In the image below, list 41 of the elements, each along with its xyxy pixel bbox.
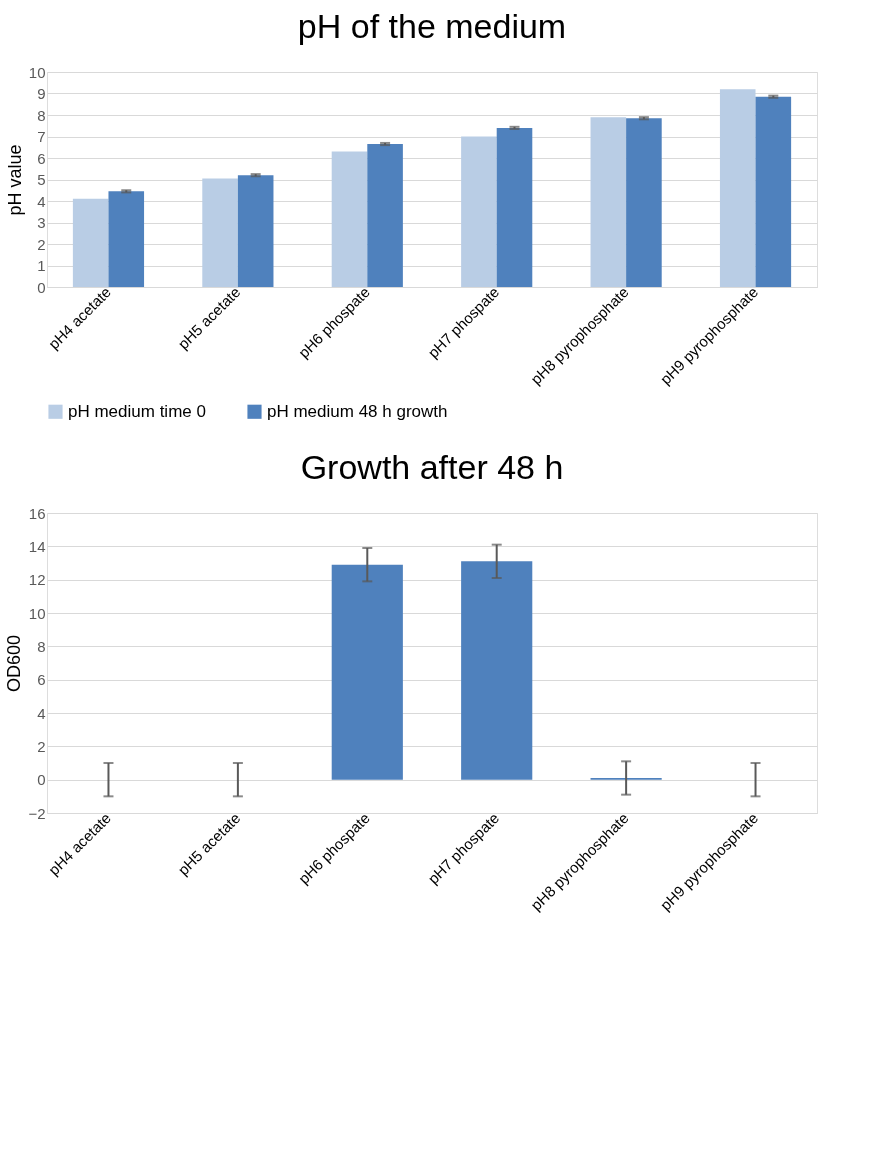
- bar: [755, 96, 792, 287]
- legend-label: pH medium 48 h growth: [267, 401, 448, 421]
- y-tick-label: 8: [37, 106, 46, 124]
- y-tick-label: 12: [28, 571, 46, 589]
- bar: [331, 151, 368, 287]
- y-tick-label: 9: [37, 85, 46, 102]
- legend-label: pH medium time 0: [68, 401, 206, 421]
- chart-title: pH of the medium: [297, 7, 567, 45]
- bar: [719, 89, 756, 287]
- bar: [367, 144, 403, 287]
- y-tick-label: 3: [37, 214, 46, 231]
- y-tick-label: 0: [37, 278, 46, 296]
- bar: [202, 178, 238, 287]
- y-tick-label: 10: [28, 63, 46, 81]
- bar: [461, 561, 533, 780]
- bar: [72, 198, 109, 287]
- y-tick-label: 1: [37, 257, 46, 274]
- y-tick-label: 6: [37, 671, 46, 689]
- bar: [626, 118, 662, 287]
- y-tick-label: 8: [37, 637, 46, 655]
- y-tick-label: 4: [37, 192, 46, 210]
- chart-title: Growth after 48 h: [300, 448, 564, 486]
- y-tick-label: 5: [37, 171, 46, 188]
- y-tick-label: 0: [37, 771, 46, 789]
- bar: [108, 191, 145, 287]
- y-tick-label: 4: [37, 704, 46, 722]
- bar: [237, 175, 274, 287]
- y-axis-title: pH value: [4, 144, 25, 216]
- y-tick-label: 7: [37, 128, 46, 145]
- bar: [496, 127, 533, 287]
- y-tick-label: 2: [37, 737, 46, 755]
- y-tick-label: −2: [28, 804, 46, 822]
- bar: [461, 136, 497, 287]
- bar: [331, 564, 403, 780]
- y-tick-label: 10: [28, 604, 46, 622]
- y-axis-title: OD600: [4, 634, 25, 693]
- bar: [590, 117, 627, 287]
- y-tick-label: 2: [37, 235, 46, 253]
- y-tick-label: 16: [28, 504, 46, 522]
- y-tick-label: 6: [37, 149, 46, 167]
- y-tick-label: 14: [28, 537, 46, 555]
